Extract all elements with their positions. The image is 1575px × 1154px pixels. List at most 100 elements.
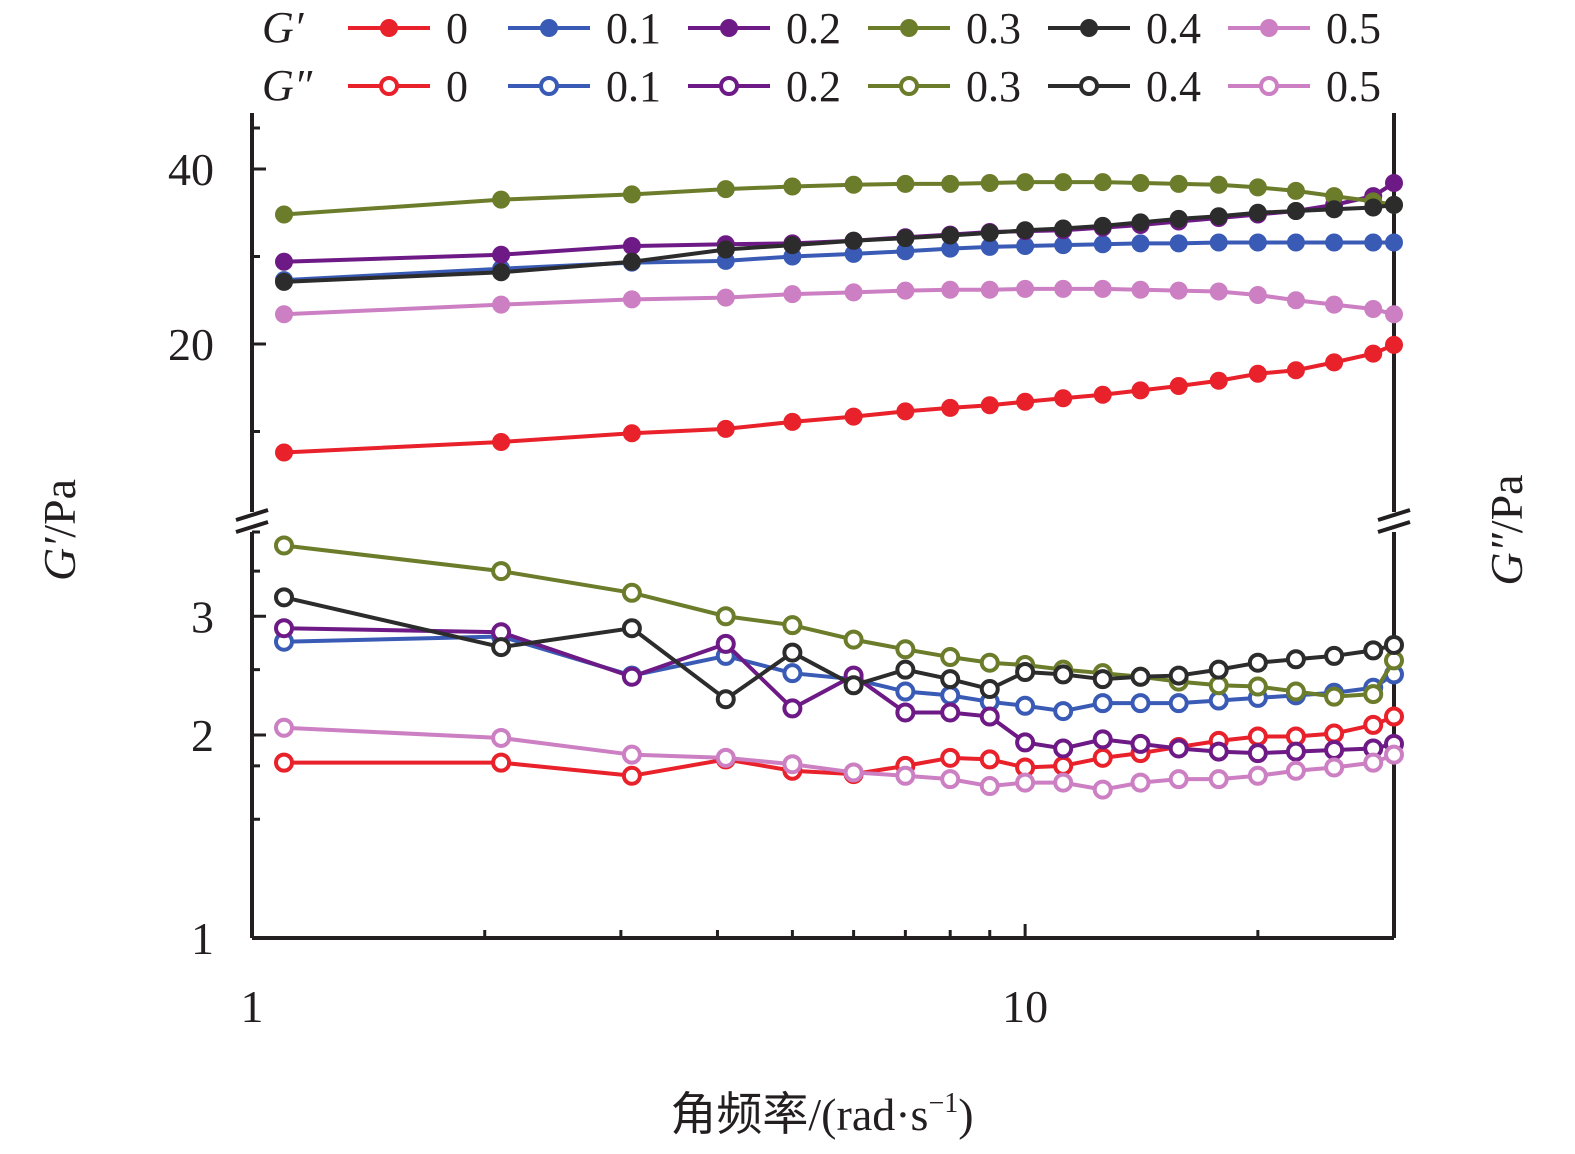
legend-layer: 0 0.1 0.2 0.3 0.4 0.5 0 0.1 0.2 0.3 0.4 0.5 xyxy=(348,4,1381,111)
data-point xyxy=(1053,738,1074,759)
legend-marker xyxy=(380,19,398,37)
data-point xyxy=(1015,772,1036,793)
data-point xyxy=(941,398,960,417)
data-point xyxy=(716,240,735,259)
data-point xyxy=(895,765,916,786)
x-tick-label: 10 xyxy=(1002,981,1048,1032)
series-gdoubleprime-0.4 xyxy=(274,587,1404,710)
data-point xyxy=(782,615,803,636)
data-point xyxy=(1092,669,1113,690)
data-point xyxy=(621,765,642,786)
legend-marker xyxy=(899,76,919,96)
y-axis-right-title: G″/Pa xyxy=(1481,474,1532,585)
data-point xyxy=(622,252,641,271)
data-point xyxy=(1285,760,1306,781)
data-point xyxy=(1169,209,1188,228)
legend-label: 0.1 xyxy=(606,4,661,53)
data-point xyxy=(783,412,802,431)
data-point xyxy=(621,666,642,687)
data-point xyxy=(1286,361,1305,380)
data-point xyxy=(979,652,1000,673)
data-point xyxy=(491,727,512,748)
data-point xyxy=(1130,733,1151,754)
data-point xyxy=(1247,765,1268,786)
data-point xyxy=(1131,174,1150,192)
legend-label: 0.4 xyxy=(1146,62,1201,111)
data-point xyxy=(1130,693,1151,714)
data-point xyxy=(1169,174,1188,193)
series-gprime-0 xyxy=(275,335,1403,462)
data-point xyxy=(979,749,1000,770)
data-point xyxy=(941,174,960,193)
data-point xyxy=(274,717,295,738)
legend-label: 0.5 xyxy=(1326,4,1381,53)
data-point xyxy=(492,190,511,209)
legend-entry: 0.2 xyxy=(688,62,841,111)
data-point xyxy=(1247,743,1268,764)
data-point xyxy=(1286,181,1305,200)
data-point xyxy=(1247,652,1268,673)
data-point xyxy=(1054,389,1073,408)
data-point xyxy=(1131,234,1150,253)
legend-marker xyxy=(719,76,739,96)
data-point xyxy=(1247,676,1268,697)
data-point xyxy=(1324,645,1345,666)
data-point xyxy=(491,561,512,582)
data-point xyxy=(1285,649,1306,670)
data-point xyxy=(275,305,294,324)
data-point xyxy=(1385,305,1403,324)
data-point xyxy=(1131,280,1150,299)
data-point xyxy=(1168,738,1189,759)
data-point xyxy=(980,396,999,415)
data-point xyxy=(1093,385,1112,404)
x-tick-label: 1 xyxy=(241,981,264,1032)
data-point xyxy=(274,752,295,773)
data-point xyxy=(782,642,803,663)
legend-label: 0.5 xyxy=(1326,62,1381,111)
data-point xyxy=(1325,187,1344,206)
data-point xyxy=(1248,203,1267,222)
data-point xyxy=(491,752,512,773)
data-point xyxy=(492,433,511,451)
data-point xyxy=(1054,173,1073,192)
series-gprime-0.1 xyxy=(275,233,1403,290)
data-point xyxy=(274,535,295,556)
data-point xyxy=(1385,233,1403,252)
data-point xyxy=(1385,335,1403,354)
legend-marker xyxy=(1079,76,1099,96)
data-point xyxy=(1130,666,1151,687)
data-point xyxy=(1208,659,1229,680)
data-point xyxy=(1168,665,1189,686)
data-point xyxy=(1016,237,1035,255)
data-point xyxy=(1325,233,1344,252)
data-point xyxy=(1248,286,1267,304)
data-point xyxy=(1324,757,1345,778)
series-layer xyxy=(274,173,1404,800)
series-gprime-0.5 xyxy=(275,279,1403,324)
data-point xyxy=(1130,772,1151,793)
data-point xyxy=(1364,233,1383,252)
series-line xyxy=(283,181,1396,264)
data-point xyxy=(1168,693,1189,714)
series-gdoubleprime-0.5 xyxy=(274,717,1404,800)
data-point xyxy=(1325,353,1344,372)
x-axis-title: 角频率/(rad·s−1) xyxy=(670,1088,973,1140)
data-point xyxy=(896,174,915,193)
legend-label: 0 xyxy=(446,62,468,111)
data-point xyxy=(622,424,641,443)
data-point xyxy=(844,175,863,194)
series-gdoubleprime-0.2 xyxy=(274,618,1404,764)
data-point xyxy=(1248,364,1267,383)
legend-entry: 0.5 xyxy=(1228,4,1381,53)
data-point xyxy=(979,679,1000,700)
data-point xyxy=(1093,216,1112,235)
series-gdoubleprime-0 xyxy=(274,706,1404,786)
data-point xyxy=(1054,236,1073,255)
data-point xyxy=(896,281,915,300)
data-point xyxy=(896,229,915,248)
data-point xyxy=(896,242,915,261)
series-line xyxy=(283,180,1395,217)
data-point xyxy=(783,285,802,304)
data-point xyxy=(1016,279,1035,298)
data-point xyxy=(844,231,863,250)
